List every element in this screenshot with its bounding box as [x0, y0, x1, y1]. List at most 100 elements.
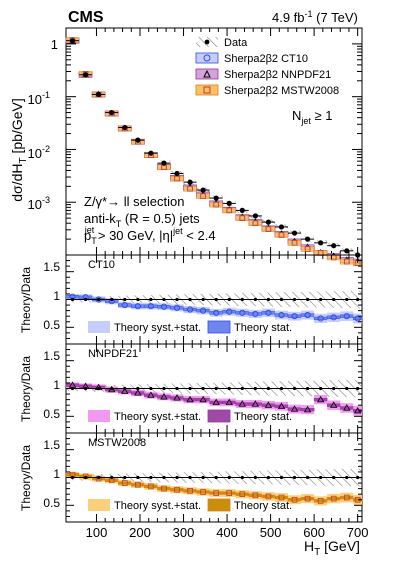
- ratio-point-mstw: [252, 492, 259, 499]
- ratio-stat-band: [209, 400, 223, 405]
- mstw-syst-swatch: [88, 499, 110, 511]
- data-point: [304, 236, 311, 242]
- rt-nnpdf-1: 1: [53, 378, 60, 392]
- ratio-stat-band: [157, 486, 171, 491]
- ratio-point-mstw: [291, 496, 298, 503]
- ratio-point-ct10: [252, 310, 259, 318]
- ratio-data-point: [279, 475, 284, 480]
- ratio-data-point: [123, 475, 127, 480]
- ratio-point-nnpdf: [108, 385, 116, 393]
- ratio-stat-band: [183, 397, 197, 402]
- ct10-syst-swatch: [88, 321, 110, 333]
- legend-nnpdf-swatch: [195, 68, 219, 80]
- ratio-point-nnpdf: [225, 398, 233, 406]
- x-tick-labels: 100 200 300 400 500 600 700: [86, 525, 369, 540]
- ratio-stat-band: [235, 311, 250, 315]
- ratio-data-point: [292, 475, 297, 480]
- ratio-data-point: [201, 475, 205, 480]
- mstw-point: [174, 175, 180, 182]
- ratio-point-nnpdf: [173, 394, 181, 401]
- ratio-stat-band: [170, 306, 184, 310]
- ratio-stat-band: [183, 489, 197, 493]
- ratio-point-ct10: [278, 311, 285, 319]
- ratio-point-mstw: [121, 480, 128, 486]
- ratio-point-mstw: [317, 498, 324, 504]
- y-tick-label-0p1: 10-1: [28, 90, 50, 107]
- ratio-data-point: [123, 297, 127, 302]
- ratio-stat-band: [117, 389, 132, 393]
- ratio-point-nnpdf: [212, 398, 220, 406]
- ratio-stat-band: [222, 491, 237, 495]
- ratio-point-mstw: [187, 488, 193, 494]
- ratio-point-ct10: [304, 311, 311, 319]
- ct10-stat-label: Theory stat.: [234, 322, 292, 334]
- data-point: [148, 150, 154, 156]
- ratio-data-point: [266, 475, 271, 480]
- ratio-point-nnpdf: [264, 401, 273, 408]
- ratio-data-point: [332, 475, 336, 480]
- ratio-point-mstw: [213, 490, 219, 496]
- mstw-point: [278, 232, 285, 238]
- ratio-stat-band: [209, 491, 223, 495]
- ratio-data-point: [319, 386, 323, 391]
- ratio-point-nnpdf: [251, 400, 260, 407]
- ratio-data-point: [332, 297, 336, 302]
- ratio-data-point: [149, 297, 153, 302]
- ratio-point-nnpdf: [199, 395, 207, 403]
- ratio-data-point: [345, 475, 349, 480]
- ratio-data-point: [214, 386, 218, 391]
- rt-ct10-1p5: 1.5: [43, 260, 60, 274]
- y-tick-label-1: 1: [51, 37, 58, 52]
- ratio-stat-band: [248, 312, 263, 316]
- ratio-data-point: [136, 297, 140, 302]
- ratio-point-ct10: [226, 308, 233, 315]
- lumi-label: 4.9 fb-1 (7 TeV): [272, 9, 358, 25]
- mstw-point: [252, 220, 259, 227]
- ratio-data-point: [266, 297, 271, 302]
- ratio-point-ct10: [213, 309, 220, 316]
- theory-band-Sherpa2β2-MSTW2008: [287, 240, 302, 246]
- ratio-panel-name-mstw: MSTW2008: [88, 437, 146, 449]
- ratio-point-ct10: [121, 301, 128, 309]
- ratio-stat-band: [183, 307, 197, 312]
- x-tick-label: 400: [216, 525, 238, 540]
- theory-band-Sherpa2β2-MSTW2008: [183, 185, 197, 192]
- ratio-stat-band: [300, 407, 315, 412]
- mstw-point: [291, 240, 298, 246]
- ratio-stat-band: [261, 494, 276, 499]
- rt-nnpdf-0p5: 0.5: [43, 407, 60, 421]
- ratio-stat-band: [117, 481, 132, 485]
- ratio-data-point: [136, 386, 140, 391]
- ratio-point-ct10: [343, 313, 350, 320]
- ratio-data-point: [279, 386, 284, 391]
- data-point: [239, 207, 245, 213]
- rt-mstw-0p5: 0.5: [43, 496, 60, 510]
- data-point: [135, 137, 141, 143]
- ratio-point-mstw: [239, 491, 246, 497]
- ratio-stat-band: [274, 404, 289, 408]
- mstw-point: [213, 201, 219, 208]
- ratio-point-mstw: [226, 490, 233, 496]
- ratio-point-mstw: [343, 494, 350, 501]
- ratio-data-point: [149, 386, 153, 391]
- ratio-data-point: [305, 386, 310, 391]
- theory-band-Sherpa2β2-MSTW2008: [235, 215, 250, 221]
- ratio-point-mstw: [265, 493, 272, 500]
- mstw-point: [239, 215, 246, 221]
- experiment-label: CMS: [68, 9, 104, 26]
- ratio-point-nnpdf: [134, 389, 142, 396]
- ratio-data-point: [97, 297, 101, 302]
- ratio-point-nnpdf: [343, 404, 351, 411]
- ratio-data-point: [201, 386, 205, 391]
- ratio-stat-band: [313, 499, 328, 503]
- ratio-y-label-nnpdf: Theory/Data: [19, 356, 33, 422]
- ratio-data-point: [188, 297, 192, 302]
- data-point: [161, 160, 167, 166]
- ratio-panel-name-ct10: CT10: [88, 259, 115, 271]
- ratio-stat-band: [131, 304, 145, 308]
- ratio-data-point: [345, 386, 349, 391]
- ratio-stat-band: [131, 483, 145, 487]
- ratio-data-point: [97, 386, 101, 391]
- ratio-stat-band: [209, 311, 223, 315]
